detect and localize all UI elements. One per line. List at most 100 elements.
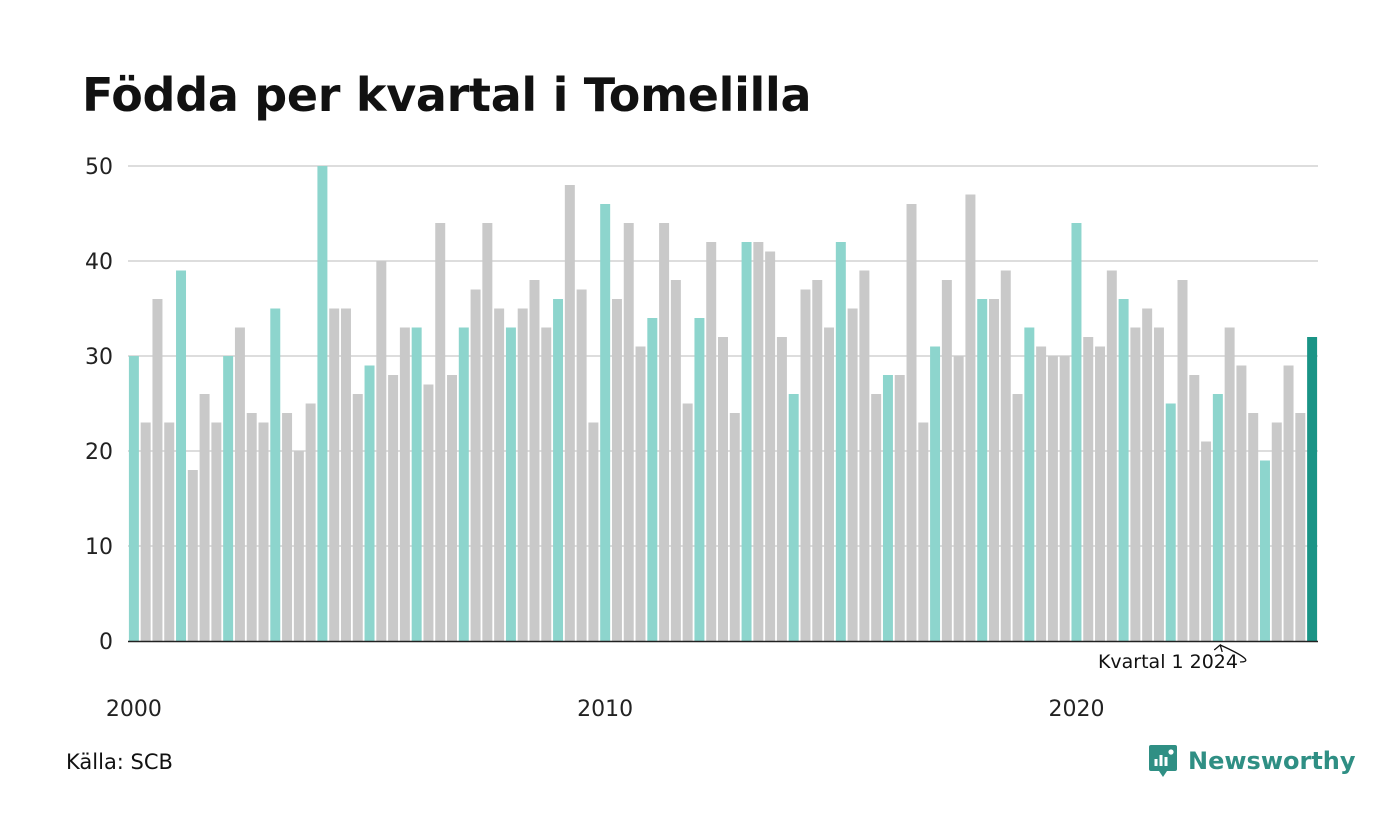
bar <box>670 280 681 641</box>
bar <box>871 394 882 641</box>
bar <box>600 204 611 641</box>
bar <box>1071 223 1082 641</box>
bar <box>1201 441 1212 641</box>
bar <box>258 422 269 641</box>
bar <box>882 375 893 641</box>
bar <box>847 308 858 641</box>
bar <box>1236 365 1247 641</box>
bar <box>1083 337 1094 641</box>
bar <box>270 308 281 641</box>
bar <box>906 204 917 641</box>
bar <box>505 327 516 641</box>
bar <box>305 403 316 641</box>
bar <box>776 337 787 641</box>
bar <box>1189 375 1200 641</box>
bar <box>234 327 245 641</box>
bar <box>376 261 387 641</box>
bar <box>1024 327 1035 641</box>
bar <box>706 242 717 641</box>
y-tick-label: 20 <box>85 440 113 465</box>
bar <box>930 346 941 641</box>
bar <box>564 185 575 641</box>
bar <box>1000 270 1011 641</box>
bar <box>470 289 481 641</box>
x-axis-tick-labels: 2000 2010 2020 <box>106 697 1105 722</box>
bar <box>1012 394 1023 641</box>
bar <box>553 299 564 641</box>
bar <box>399 327 410 641</box>
bar <box>623 223 634 641</box>
x-tick-label: 2000 <box>106 697 162 722</box>
bar <box>541 327 552 641</box>
bar <box>482 223 493 641</box>
bar <box>1224 327 1235 641</box>
bar <box>435 223 446 641</box>
bar <box>718 337 728 641</box>
bar <box>211 422 222 641</box>
newsworthy-logo-icon <box>1149 745 1177 777</box>
bar <box>164 422 175 641</box>
bar <box>1118 299 1129 641</box>
source-note: Källa: SCB <box>66 750 173 774</box>
bar <box>1177 280 1188 641</box>
bar <box>835 242 846 641</box>
bar <box>729 413 740 641</box>
bar <box>352 394 363 641</box>
bar <box>611 299 622 641</box>
annotation-label: Kvartal 1 2024 <box>1098 651 1238 673</box>
bar <box>635 346 646 641</box>
bar <box>800 289 811 641</box>
bar <box>965 194 976 641</box>
bar <box>1106 270 1117 641</box>
bar <box>128 356 139 641</box>
bar <box>388 375 399 641</box>
bar <box>941 280 952 641</box>
bar <box>894 375 905 641</box>
bar <box>765 251 776 641</box>
bar <box>458 327 469 641</box>
bar <box>447 375 458 641</box>
bar <box>918 422 929 641</box>
bar <box>187 470 198 641</box>
bar <box>329 308 340 641</box>
bar <box>176 270 187 641</box>
bar <box>1259 460 1270 641</box>
bar <box>1271 422 1282 641</box>
chart-title: Födda per kvartal i Tomelilla <box>82 68 812 122</box>
bar <box>588 422 599 641</box>
y-tick-label: 50 <box>85 155 113 180</box>
bar <box>317 166 328 641</box>
bar <box>753 242 764 641</box>
bar <box>1248 413 1259 641</box>
bar <box>576 289 587 641</box>
bar <box>529 280 540 641</box>
bar <box>788 394 799 641</box>
brand-name: Newsworthy <box>1188 747 1356 775</box>
bar <box>1036 346 1047 641</box>
bar <box>694 318 705 641</box>
bar <box>282 413 293 641</box>
bar <box>647 318 658 641</box>
bar <box>1153 327 1164 641</box>
bar <box>423 384 434 641</box>
bar <box>152 299 163 641</box>
bar <box>682 403 693 641</box>
bar <box>1095 346 1106 641</box>
bar <box>199 394 210 641</box>
bar <box>246 413 257 641</box>
y-tick-label: 30 <box>85 345 113 370</box>
bar <box>364 365 375 641</box>
bar <box>977 299 988 641</box>
bar <box>293 451 304 641</box>
bar <box>659 223 670 641</box>
annotation-arrow <box>1213 643 1247 663</box>
bar <box>1212 394 1223 641</box>
bar <box>1047 356 1058 641</box>
bar <box>1142 308 1153 641</box>
bar <box>140 422 151 641</box>
x-tick-label: 2010 <box>577 697 633 722</box>
y-tick-label: 10 <box>85 535 113 560</box>
bar <box>1165 403 1176 641</box>
bar <box>223 356 234 641</box>
